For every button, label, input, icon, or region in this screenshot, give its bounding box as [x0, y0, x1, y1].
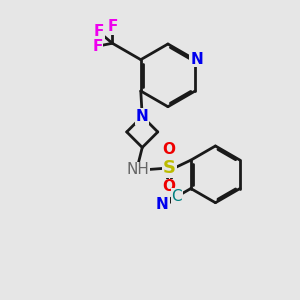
Text: N: N — [190, 52, 203, 67]
Text: F: F — [94, 24, 104, 39]
Text: S: S — [163, 159, 176, 177]
Text: O: O — [163, 142, 176, 158]
Text: C: C — [171, 189, 182, 204]
Text: F: F — [107, 19, 118, 34]
Text: NH: NH — [126, 162, 149, 177]
Text: O: O — [163, 179, 176, 194]
Text: N: N — [136, 109, 148, 124]
Text: N: N — [156, 197, 169, 212]
Text: F: F — [92, 39, 103, 54]
